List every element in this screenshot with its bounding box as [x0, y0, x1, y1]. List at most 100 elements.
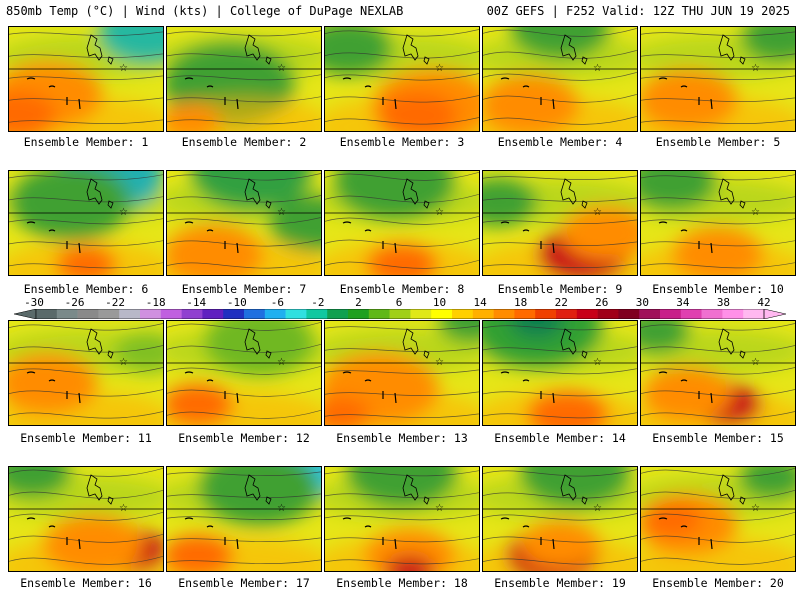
colorbar-labels: -30 -26 -22 -18 -14 -10 -6 -2 2 6 10 14 18 22 26 30 34 38…: [0, 296, 800, 309]
colorbar-segment: [56, 309, 78, 319]
colorbar-segment: [410, 309, 432, 319]
ensemble-member-label: Ensemble Member: 15: [652, 431, 784, 445]
svg-text:☆: ☆: [277, 503, 286, 514]
colorbar-segment: [431, 309, 453, 319]
colorbar-segment: [597, 309, 619, 319]
colorbar-segment: [368, 309, 390, 319]
colorbar-tick-label: -2: [311, 296, 325, 309]
colorbar-tick-label: -22: [105, 296, 126, 309]
colorbar-segment: [493, 309, 515, 319]
colorbar-tick-label: 10: [432, 296, 447, 309]
ensemble-member-map: ☆: [640, 320, 796, 426]
ensemble-member-map: ☆: [482, 466, 638, 572]
colorbar-segment: [472, 309, 494, 319]
ensemble-member-label: Ensemble Member: 12: [178, 431, 310, 445]
ensemble-member-map: ☆: [324, 466, 480, 572]
colorbar-segment: [701, 309, 723, 319]
colorbar-tick-label: -10: [226, 296, 247, 309]
svg-text:☆: ☆: [435, 357, 444, 368]
colorbar-segment: [140, 309, 162, 319]
ensemble-member-map: ☆: [166, 26, 322, 132]
ensemble-member-label: Ensemble Member: 1: [23, 135, 149, 149]
colorbar-segment: [244, 309, 266, 319]
ensemble-member-label: Ensemble Member: 19: [494, 576, 626, 590]
colorbar-segment: [306, 309, 328, 319]
colorbar-segment: [327, 309, 349, 319]
colorbar-tick-label: 2: [355, 296, 362, 309]
ensemble-member-label: Ensemble Member: 3: [339, 135, 465, 149]
colorbar-tick-label: -14: [186, 296, 207, 309]
ensemble-member-label: Ensemble Member: 5: [655, 135, 781, 149]
colorbar-tick-label: 14: [473, 296, 487, 309]
svg-text:☆: ☆: [119, 63, 128, 74]
svg-text:☆: ☆: [435, 503, 444, 514]
colorbar-segment: [535, 309, 557, 319]
colorbar-segment: [348, 309, 370, 319]
ensemble-member-label: Ensemble Member: 6: [23, 282, 149, 296]
ensemble-member-label: Ensemble Member: 4: [497, 135, 623, 149]
colorbar-tick-label: 26: [595, 296, 609, 309]
svg-text:☆: ☆: [119, 207, 128, 218]
colorbar-max-arrow: [763, 309, 786, 319]
ensemble-member-label: Ensemble Member: 8: [339, 282, 465, 296]
ensemble-member-label: Ensemble Member: 9: [497, 282, 623, 296]
svg-text:☆: ☆: [593, 207, 602, 218]
colorbar-segment: [618, 309, 640, 319]
colorbar-segment: [160, 309, 182, 319]
colorbar-tick-label: 38: [716, 296, 731, 309]
svg-text:☆: ☆: [119, 503, 128, 514]
svg-text:☆: ☆: [435, 63, 444, 74]
svg-text:☆: ☆: [119, 357, 128, 368]
ensemble-member-label: Ensemble Member: 18: [336, 576, 468, 590]
svg-text:☆: ☆: [593, 63, 602, 74]
ensemble-member-map: ☆: [324, 320, 480, 426]
colorbar-tick-label: -18: [145, 296, 166, 309]
ensemble-member-label: Ensemble Member: 14: [494, 431, 626, 445]
ensemble-member-map: ☆: [482, 170, 638, 276]
colorbar-tick-label: 34: [676, 296, 690, 309]
ensemble-member-label: Ensemble Member: 11: [20, 431, 152, 445]
colorbar-segment: [77, 309, 99, 319]
colorbar-segment: [264, 309, 286, 319]
colorbar-segment: [722, 309, 744, 319]
colorbar-tick-label: 18: [514, 296, 528, 309]
colorbar-segment: [576, 309, 598, 319]
colorbar-segment: [285, 309, 307, 319]
svg-text:☆: ☆: [751, 503, 760, 514]
colorbar-segment: [452, 309, 474, 319]
svg-text:☆: ☆: [277, 207, 286, 218]
colorbar-min-arrow: [14, 309, 37, 319]
colorbar-tick-label: -30: [24, 296, 44, 309]
model-run-info: 00Z GEFS | F252 Valid: 12Z THU JUN 19 20…: [486, 4, 790, 18]
ensemble-member-label: Ensemble Member: 10: [652, 282, 784, 296]
colorbar-segment: [98, 309, 120, 319]
ensemble-member-map: ☆: [324, 170, 480, 276]
svg-text:☆: ☆: [277, 63, 286, 74]
ensemble-member-map: ☆: [640, 26, 796, 132]
ensemble-member-label: Ensemble Member: 20: [652, 576, 784, 590]
colorbar-segment: [639, 309, 661, 319]
colorbar-tick-label: -26: [64, 296, 85, 309]
colorbar-segment: [202, 309, 224, 319]
ensemble-member-map: ☆: [166, 320, 322, 426]
chart-title: 850mb Temp (°C) | Wind (kts) | College o…: [6, 4, 404, 18]
ensemble-member-map: ☆: [8, 26, 164, 132]
temperature-colorbar: [14, 309, 786, 319]
colorbar-segment: [743, 309, 765, 319]
ensemble-member-map: ☆: [8, 170, 164, 276]
colorbar-tick-label: 6: [395, 296, 403, 309]
svg-text:☆: ☆: [435, 207, 444, 218]
colorbar-tick-label: 22: [554, 296, 568, 309]
ensemble-member-label: Ensemble Member: 16: [20, 576, 152, 590]
ensemble-member-map: ☆: [166, 170, 322, 276]
ensemble-member-map: ☆: [8, 466, 164, 572]
colorbar-segment: [119, 309, 141, 319]
svg-text:☆: ☆: [593, 503, 602, 514]
colorbar-segment: [680, 309, 702, 319]
colorbar-tick-label: 30: [635, 296, 649, 309]
ensemble-member-label: Ensemble Member: 2: [181, 135, 307, 149]
ensemble-member-label: Ensemble Member: 17: [178, 576, 310, 590]
colorbar-segment: [514, 309, 536, 319]
svg-text:☆: ☆: [751, 207, 760, 218]
